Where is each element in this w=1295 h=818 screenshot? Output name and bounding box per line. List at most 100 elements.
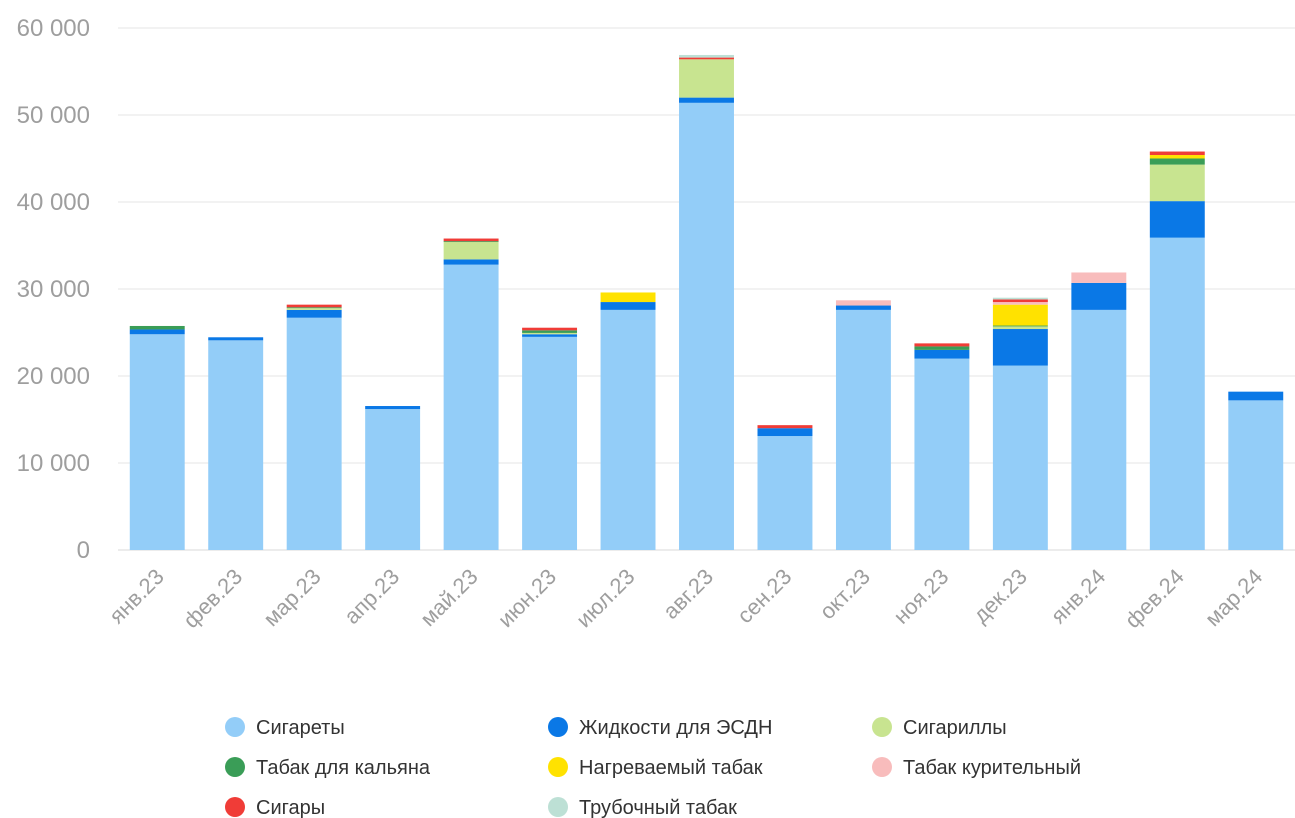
bar-segment — [914, 349, 970, 359]
bar-segment — [522, 334, 578, 337]
bar-segment — [835, 305, 891, 310]
bar-segment — [757, 436, 813, 550]
bar-segment — [1071, 272, 1127, 283]
bar-segment — [992, 302, 1048, 305]
y-axis: 0 10 000 20 000 30 000 40 000 50 000 60 000 — [17, 15, 90, 564]
y-tick-label: 30 000 — [17, 276, 90, 303]
bar-segment — [992, 365, 1048, 550]
x-tick-label: янв.24 — [1046, 564, 1111, 629]
y-tick-label: 20 000 — [17, 363, 90, 390]
x-tick-label: май.23 — [415, 564, 482, 631]
x-tick-label: мар.23 — [258, 564, 325, 631]
bar-segment — [679, 59, 734, 98]
bar-segment — [443, 242, 499, 260]
legend-label: Жидкости для ЭСДН — [579, 717, 772, 739]
bar-segment — [992, 325, 1048, 327]
y-tick-label: 40 000 — [17, 189, 90, 216]
bar-segment — [443, 264, 499, 550]
bar-segment — [286, 317, 342, 550]
bar-segment — [992, 326, 1048, 330]
x-tick-label: мар.24 — [1200, 564, 1267, 631]
bar-segment — [835, 300, 891, 306]
bar-segment — [600, 292, 656, 303]
bar-segment — [522, 327, 578, 331]
bar-segment — [1149, 155, 1205, 159]
y-tick-label: 50 000 — [17, 102, 90, 129]
legend-label: Трубочный табак — [579, 797, 737, 818]
y-tick-label: 60 000 — [17, 15, 90, 42]
bars — [129, 54, 1284, 551]
x-tick-label: фев.23 — [178, 564, 247, 633]
legend-marker — [548, 757, 568, 777]
bar-segment — [1071, 282, 1127, 310]
bar-segment — [1228, 400, 1284, 550]
bar-segment — [679, 54, 734, 58]
bar-segment — [914, 358, 970, 550]
x-tick-label: авг.23 — [658, 564, 718, 624]
legend-marker — [225, 717, 245, 737]
bar-segment — [1149, 151, 1205, 156]
bar-segment — [992, 304, 1048, 326]
bar-segment — [1149, 164, 1205, 202]
bar-segment — [600, 302, 656, 310]
bar-segment — [679, 97, 734, 103]
bar-segment — [1149, 201, 1205, 238]
x-tick-label: янв.23 — [104, 564, 169, 629]
bar-segment — [522, 330, 578, 333]
bar-segment — [992, 299, 1048, 303]
bar-segment — [600, 309, 656, 550]
bar-segment — [1071, 309, 1127, 550]
legend-label: Табак для кальяна — [256, 757, 431, 779]
bar-segment — [365, 406, 421, 410]
bar-segment — [365, 409, 421, 550]
x-tick-label: дек.23 — [968, 564, 1032, 628]
bar-segment — [443, 241, 499, 243]
legend-marker — [548, 797, 568, 817]
y-tick-label: 0 — [77, 537, 90, 564]
legend-marker — [225, 797, 245, 817]
x-tick-label: окт.23 — [815, 564, 875, 624]
bar-segment — [208, 340, 264, 550]
legend-label: Табак курительный — [903, 757, 1081, 779]
legend-label: Сигариллы — [903, 717, 1007, 739]
legend-label: Нагреваемый табак — [579, 757, 763, 779]
bar-segment — [757, 425, 813, 429]
y-tick-label: 10 000 — [17, 450, 90, 477]
x-tick-label: июн.23 — [493, 564, 561, 632]
bar-segment — [835, 309, 891, 550]
bar-segment — [992, 329, 1048, 366]
legend-label: Сигары — [256, 797, 325, 818]
bar-segment — [443, 238, 499, 242]
bar-segment — [914, 343, 970, 347]
bar-segment — [286, 308, 342, 310]
bar-segment — [914, 346, 970, 350]
legend-marker — [225, 757, 245, 777]
bar-segment — [992, 297, 1048, 300]
legend-marker — [872, 717, 892, 737]
x-tick-label: фев.24 — [1120, 564, 1189, 633]
x-tick-label: ноя.23 — [888, 564, 953, 629]
x-tick-label: июл.23 — [571, 564, 639, 632]
bar-segment — [129, 334, 185, 550]
bar-segment — [129, 325, 185, 330]
bar-segment — [208, 337, 264, 341]
bar-segment — [1149, 158, 1205, 165]
bar-segment — [679, 57, 734, 60]
bar-segment — [757, 428, 813, 437]
bar-segment — [1149, 237, 1205, 551]
bar-segment — [286, 304, 342, 308]
bar-segment — [522, 336, 578, 550]
x-axis: янв.23 фев.23 мар.23 апр.23 май.23 июн.23 июл.… — [104, 564, 1267, 633]
legend-marker — [872, 757, 892, 777]
bar-segment — [443, 259, 499, 265]
bar-segment — [129, 329, 185, 335]
bar-segment — [522, 332, 578, 335]
x-tick-label: апр.23 — [339, 564, 404, 629]
legend-label: Сигареты — [256, 717, 345, 739]
bar-segment — [286, 307, 342, 309]
bar-segment — [286, 309, 342, 318]
x-tick-label: сен.23 — [732, 564, 796, 628]
bar-segment — [1228, 391, 1284, 401]
